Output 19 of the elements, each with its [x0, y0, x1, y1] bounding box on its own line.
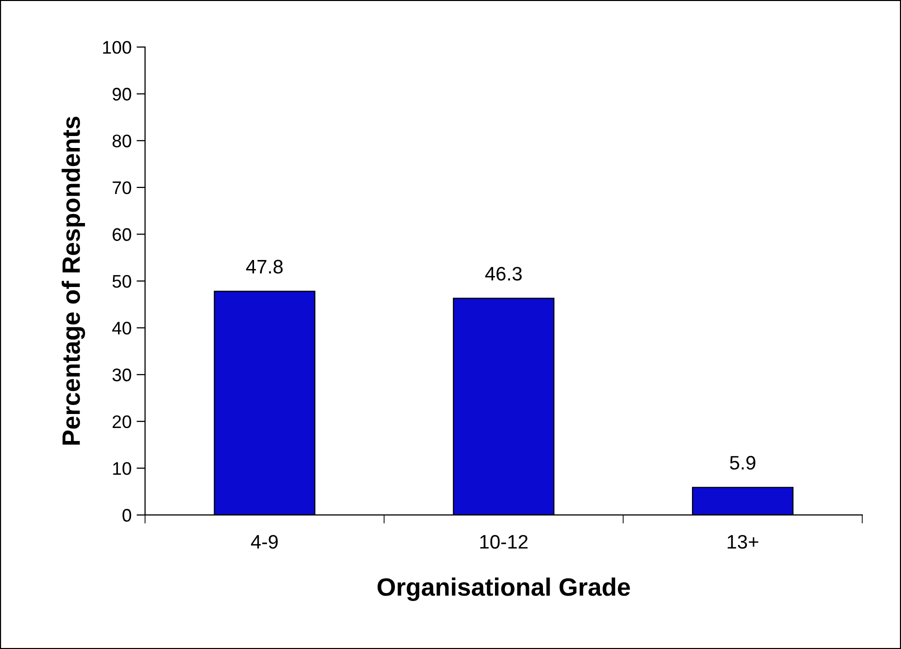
y-axis-title: Percentage of Respondents	[62, 116, 86, 445]
data-label: 5.9	[730, 456, 756, 470]
y-tick-label: 70	[112, 181, 132, 194]
y-tick-label: 30	[112, 368, 132, 382]
data-label: 47.8	[246, 260, 283, 274]
y-tick-label: 100	[103, 40, 132, 54]
y-tick-label: 50	[112, 274, 132, 288]
y-tick-label: 20	[112, 415, 132, 428]
y-tick-label: 40	[112, 322, 132, 335]
x-tick-label: 13+	[728, 534, 758, 549]
x-tick-label: 10-12	[480, 534, 528, 549]
y-tick-label: 60	[112, 228, 132, 241]
x-tick-label: 4-9	[250, 534, 278, 549]
y-tick-label: 0	[122, 508, 132, 522]
y-tick-label: 10	[113, 462, 132, 475]
y-tick-label: 80	[112, 134, 132, 148]
y-tick-label: 90	[112, 88, 132, 101]
data-label: 46.3	[485, 266, 522, 281]
x-axis-title: Organisational Grade	[378, 578, 630, 601]
